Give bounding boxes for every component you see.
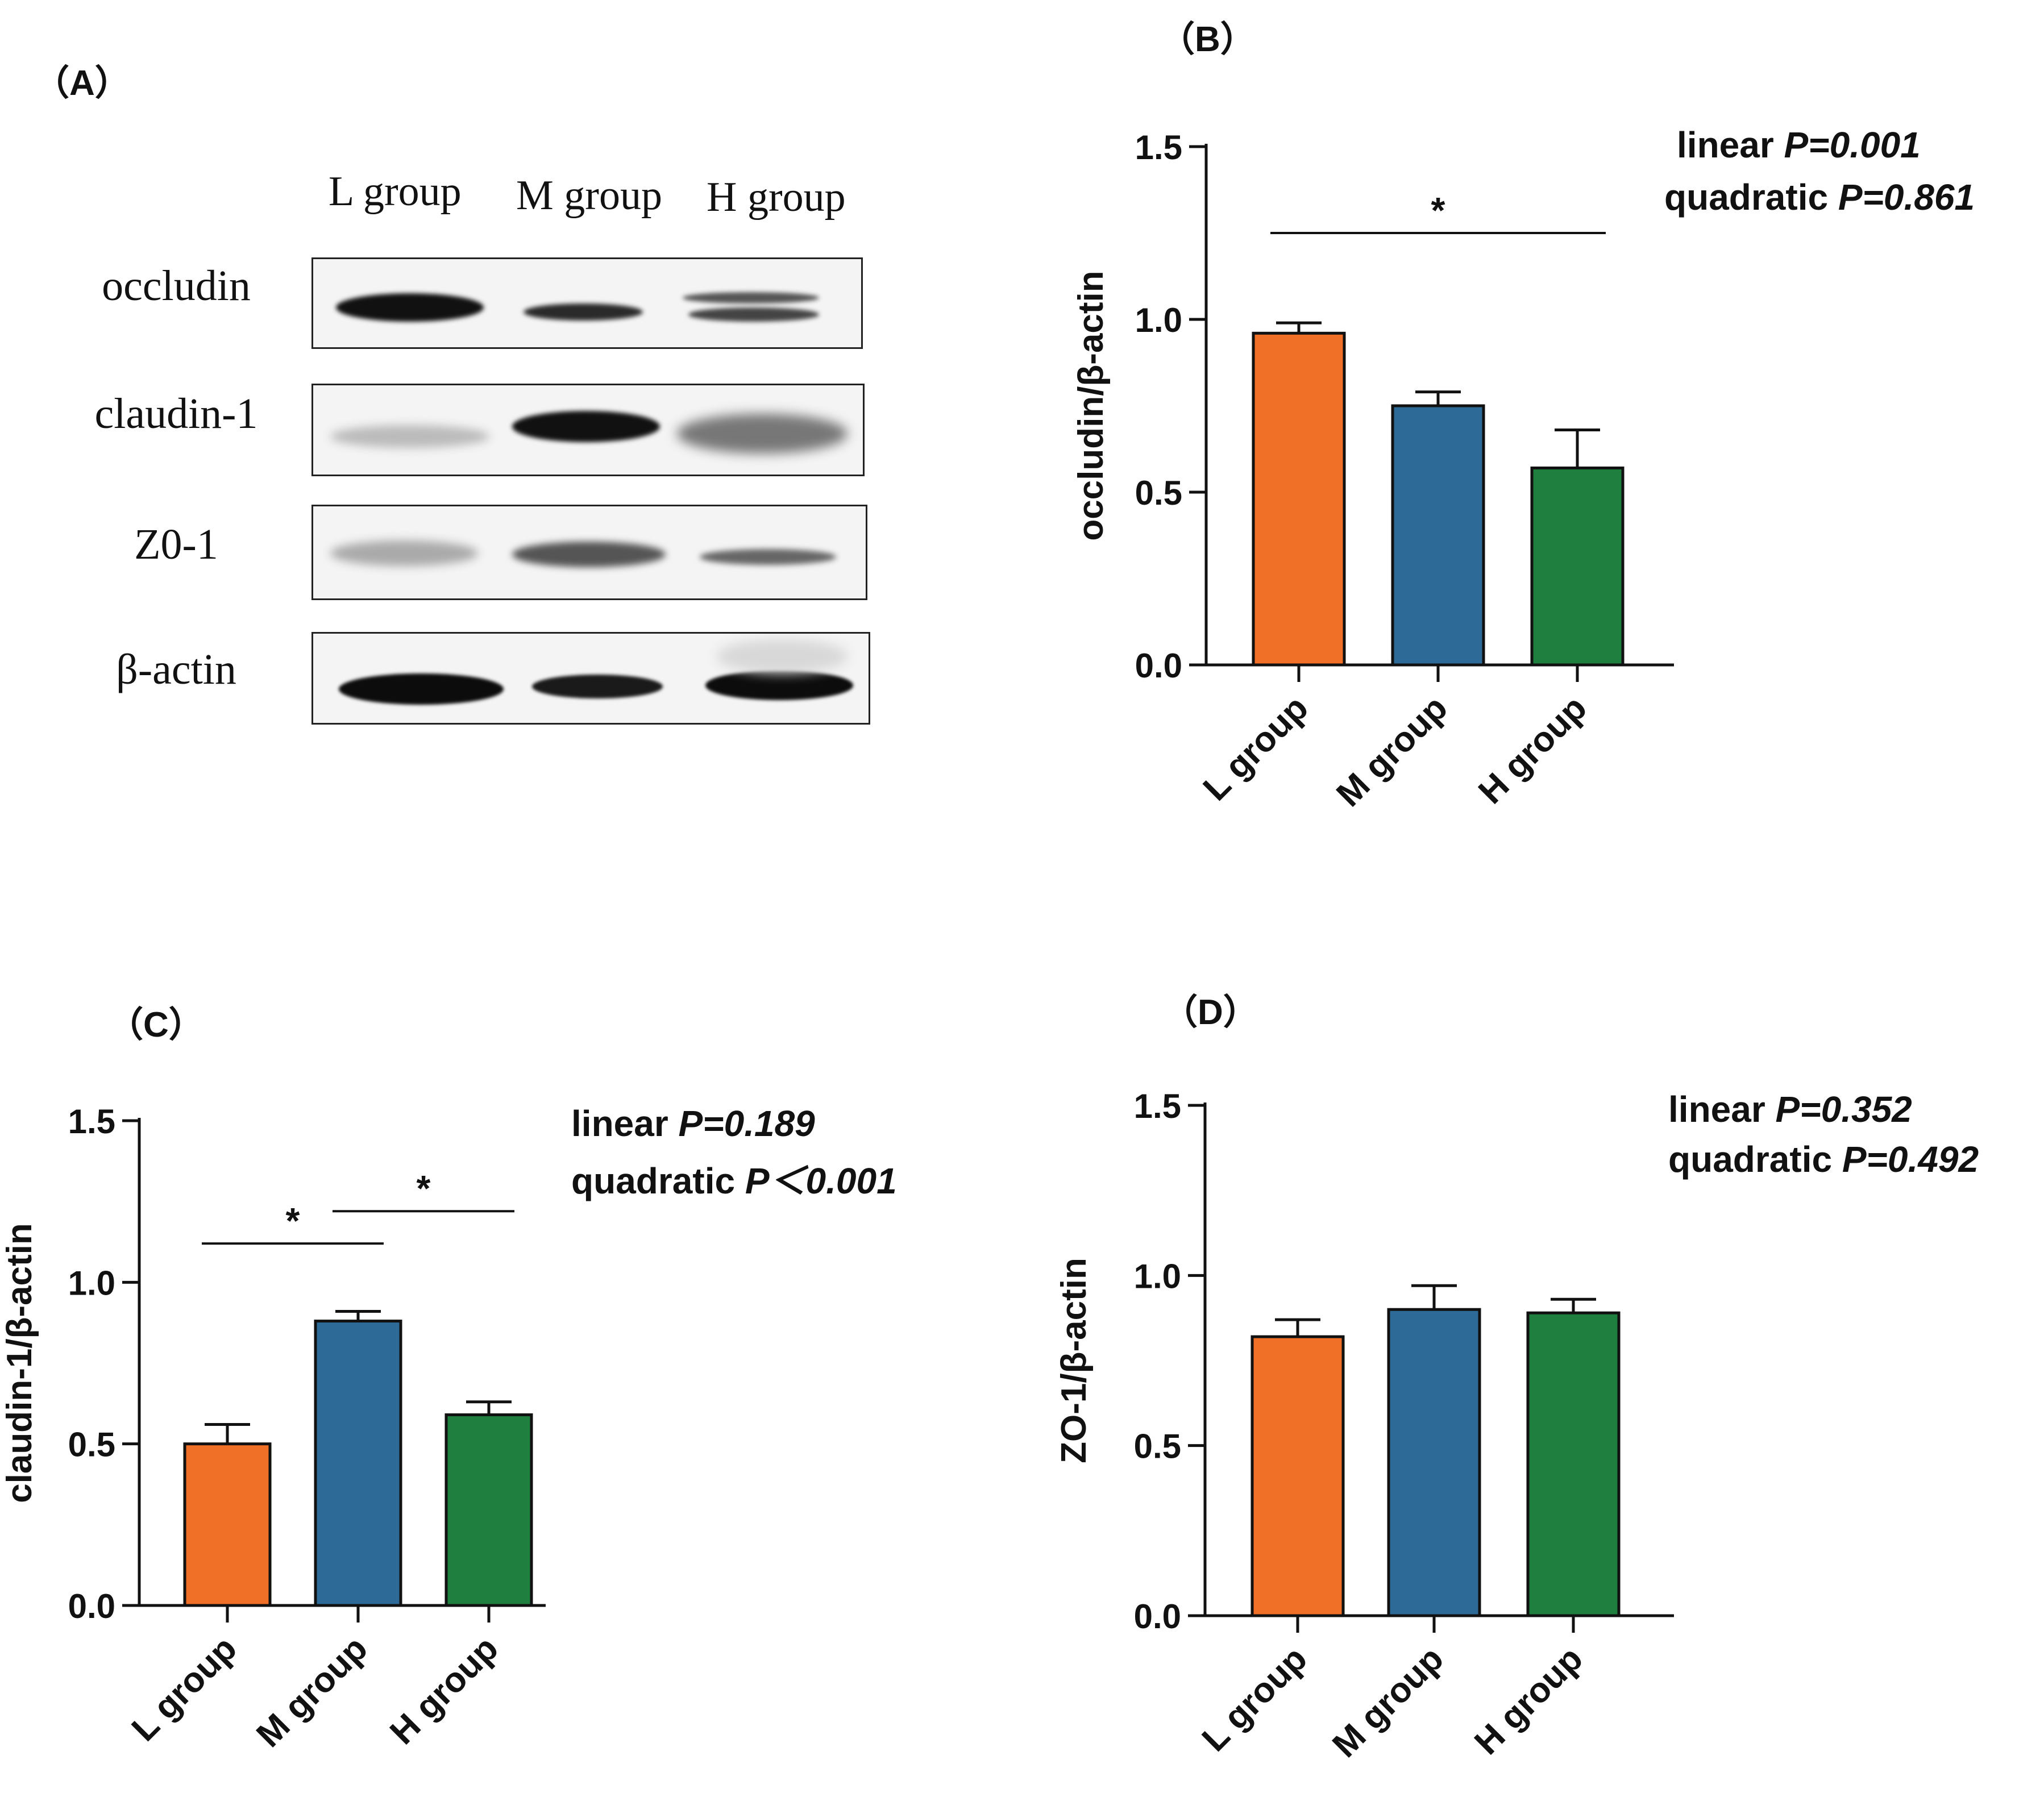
stat-d-linear: linear P=0.352 [1668,1089,1912,1130]
y-tick-label-d-2: 1.0 [1134,1257,1181,1295]
panel-label-a: （A） [34,64,130,103]
stat-c-linear: linear P=0.189 [571,1103,815,1144]
significance-star-c-0: * [286,1200,300,1241]
y-tick-label-b-0: 0.0 [1135,647,1182,685]
y-tick-label-c-0: 0.0 [68,1587,115,1625]
blot-row-label-zo1: Z0-1 [134,521,218,568]
bar-b-1 [1391,404,1485,667]
x-tick-label-c-0: L group [124,1629,244,1749]
x-tick-label-d-0: L group [1195,1639,1315,1759]
x-tick-label-c-1: M group [249,1629,375,1755]
y-tick-label-b-3: 1.5 [1135,128,1182,167]
y-tick-label-c-3: 1.5 [68,1103,115,1141]
bar-d-2 [1526,1311,1621,1617]
bar-d-0 [1251,1335,1345,1617]
y-tick-label-c-2: 1.0 [68,1264,115,1302]
x-tick-label-d-1: M group [1325,1639,1451,1765]
blot-image-claudin [311,384,865,476]
stat-b-quadratic: quadratic P=0.861 [1664,177,1975,218]
y-axis-label-d: ZO-1/β-actin [1054,1258,1094,1463]
bar-c-0 [183,1442,272,1607]
significance-star-b-0: * [1431,190,1445,231]
blot-image-occludin [311,257,863,349]
x-tick-label-b-2: H group [1471,688,1594,812]
blot-lane-label-m: M group [516,172,662,219]
bar-b-2 [1530,466,1625,667]
panel-label-d: （D） [1162,993,1258,1032]
blot-lane-label-l: L group [329,168,462,215]
significance-star-c-1: * [417,1168,431,1209]
bar-c-1 [314,1320,402,1607]
y-tick-label-d-0: 0.0 [1134,1598,1181,1636]
y-tick-label-d-1: 0.5 [1134,1428,1181,1466]
blot-row-label-occludin: occludin [102,262,251,310]
blot-row-label-actin: β-actin [116,646,236,693]
y-axis-label-c: claudin-1/β-actin [0,1223,39,1503]
x-tick-label-b-0: L group [1196,688,1316,808]
panel-label-b: （B） [1160,20,1256,59]
y-axis-label-b: occludin/β-actin [1071,271,1111,540]
blot-image-zo1 [311,505,867,600]
stat-d-quadratic: quadratic P=0.492 [1668,1139,1979,1180]
x-tick-label-c-2: H group [383,1629,506,1752]
x-tick-label-d-2: H group [1467,1639,1590,1762]
blot-row-label-claudin: claudin-1 [94,390,258,438]
bar-b-0 [1252,331,1346,667]
panel-label-c: （C） [108,1005,204,1045]
blot-lane-label-h: H group [707,174,846,221]
y-tick-label-b-2: 1.0 [1135,301,1182,339]
bar-c-2 [444,1413,533,1607]
y-tick-label-c-1: 0.5 [68,1426,115,1464]
blot-image-actin [311,632,870,725]
stat-b-linear: linear P=0.001 [1677,124,1921,165]
x-tick-label-b-1: M group [1329,688,1455,814]
stat-c-quadratic: quadratic P＜0.001 [571,1160,897,1201]
y-tick-label-b-1: 0.5 [1135,474,1182,512]
y-tick-label-d-3: 1.5 [1134,1087,1181,1125]
bar-d-1 [1387,1308,1481,1617]
